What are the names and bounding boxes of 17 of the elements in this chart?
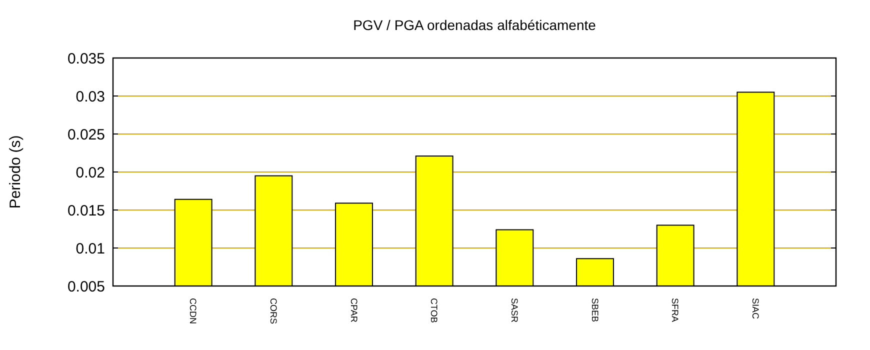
x-tick-label: CCDN xyxy=(188,298,198,324)
y-tick-label: 0.005 xyxy=(67,278,105,296)
y-tick-label: 0.03 xyxy=(76,88,105,106)
y-axis-title: Periodo (s) xyxy=(7,135,24,209)
x-tick-label: SIAC xyxy=(750,298,761,320)
y-tick-label: 0.02 xyxy=(76,164,105,182)
x-tick-label: SASR xyxy=(510,298,520,324)
x-tick-label: SBEB xyxy=(590,298,600,322)
x-tick-label: CORS xyxy=(268,298,279,324)
y-tick-label: 0.015 xyxy=(67,202,105,220)
x-tick-label: CPAR xyxy=(348,298,359,323)
x-tick-label: CTOB xyxy=(429,298,440,323)
y-tick-label: 0.035 xyxy=(67,50,105,68)
y-tick-label: 0.01 xyxy=(76,240,105,258)
chart-title: PGV / PGA ordenadas alfabéticamente xyxy=(353,17,596,33)
x-tick-label: SFRA xyxy=(670,298,680,322)
y-tick-label: 0.025 xyxy=(67,126,105,144)
